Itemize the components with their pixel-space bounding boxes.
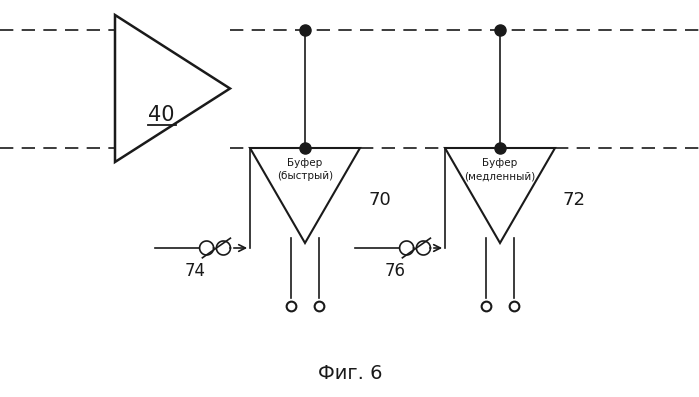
Text: Фиг. 6: Фиг. 6 — [318, 364, 382, 383]
Text: Буфер
(медленный): Буфер (медленный) — [464, 158, 535, 181]
Text: 70: 70 — [368, 191, 391, 209]
Text: Буфер
(быстрый): Буфер (быстрый) — [277, 158, 333, 181]
Text: 76: 76 — [384, 262, 405, 280]
Text: 72: 72 — [563, 191, 586, 209]
Text: 74: 74 — [185, 262, 206, 280]
Text: 40: 40 — [148, 105, 175, 125]
